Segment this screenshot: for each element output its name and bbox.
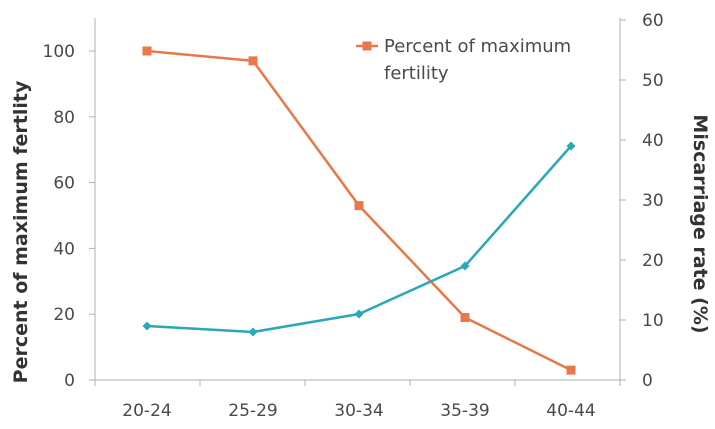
series-lines-group — [146, 49, 572, 372]
legend: Percent of maximum fertility — [356, 36, 571, 84]
x-tick-label: 40-44 — [546, 401, 595, 421]
legend-label-line1: Percent of maximum — [384, 36, 571, 57]
y-right-tick-label: 20 — [642, 251, 664, 271]
series-line-0 — [146, 49, 572, 372]
series-1-marker — [142, 321, 152, 331]
y-right-tick-label: 10 — [642, 311, 664, 331]
y-left-tick-label: 40 — [53, 239, 75, 259]
series-0-marker — [142, 46, 152, 56]
series-0-marker — [460, 312, 470, 322]
axes-group: 0 20 40 60 80 100 0 10 20 30 40 50 60 20-24 25-29 30-34… — [43, 11, 664, 421]
legend-marker — [362, 41, 372, 51]
y-left-tick-label: 60 — [53, 174, 75, 194]
x-tick-label: 35-39 — [440, 401, 489, 421]
y-left-tick-label: 20 — [53, 305, 75, 325]
series-0-marker — [354, 201, 364, 211]
y-left-tick-label: 80 — [53, 108, 75, 128]
y-left-tick-label: 100 — [43, 42, 75, 62]
series-0-marker — [248, 56, 258, 66]
series-line-1 — [146, 145, 572, 334]
series-1-marker — [354, 309, 364, 319]
series-markers-group — [142, 46, 576, 375]
y-right-tick-label: 50 — [642, 71, 664, 91]
series-1-marker — [460, 261, 470, 271]
y-axis-right-title: Miscarriage rate (%) — [689, 114, 711, 333]
x-tick-label: 20-24 — [122, 401, 171, 421]
y-left-tick-label: 0 — [64, 371, 75, 391]
series-1-marker — [566, 141, 576, 151]
series-0-marker — [566, 365, 576, 375]
y-axis-left-title: Percent of maximum fertlity — [10, 80, 32, 383]
y-right-tick-label: 0 — [642, 371, 653, 391]
y-right-tick-label: 60 — [642, 11, 664, 31]
x-tick-label: 30-34 — [334, 401, 383, 421]
x-tick-label: 25-29 — [228, 401, 277, 421]
series-1-marker — [248, 327, 258, 337]
legend-label-line2: fertility — [384, 63, 449, 84]
y-right-tick-label: 40 — [642, 131, 664, 151]
y-right-tick-label: 30 — [642, 191, 664, 211]
